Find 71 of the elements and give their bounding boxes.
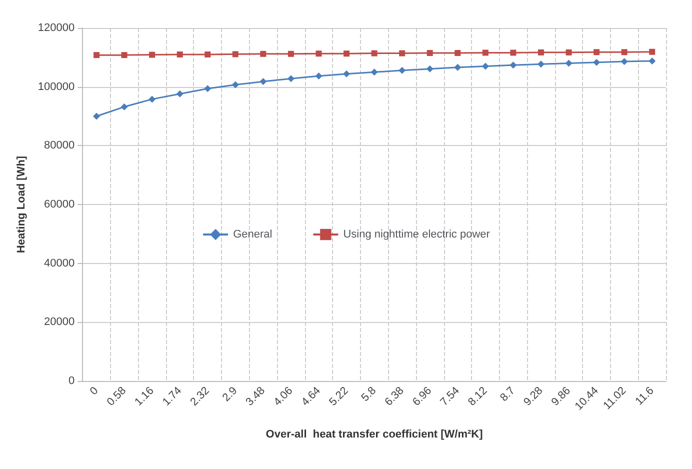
point (510, 62, 517, 69)
point (398, 66, 406, 74)
point (287, 75, 294, 82)
x-tick-label: 0.58 (104, 384, 129, 408)
point (121, 52, 128, 58)
x-tick-label: 9.28 (522, 384, 546, 408)
y-tick-label: 20000 (44, 316, 75, 328)
point (260, 50, 266, 57)
x-tick-label: 11.6 (633, 384, 656, 408)
point (149, 52, 156, 58)
point (371, 50, 378, 56)
x-tick-label: 5.8 (359, 384, 379, 404)
point (260, 78, 267, 86)
x-tick-label: 6.96 (410, 384, 434, 408)
x-tick-label: 4.06 (272, 384, 296, 408)
point (565, 60, 572, 67)
x-tick-label: 9.86 (549, 384, 574, 408)
point (316, 50, 322, 57)
y-tick-label: 80000 (44, 140, 75, 152)
point (315, 72, 322, 80)
x-tick-label: 4.64 (299, 384, 323, 408)
y-axis-title: Heating Load [Wh] (16, 156, 28, 254)
point (482, 62, 489, 70)
point (593, 58, 600, 66)
point (648, 57, 656, 64)
point (93, 52, 100, 58)
point (344, 50, 350, 57)
y-tick-label: 100000 (38, 80, 75, 93)
point (288, 50, 294, 57)
x-tick-label: 1.16 (132, 384, 156, 408)
point (232, 51, 238, 58)
point (426, 65, 434, 72)
x-tick-label: 7.54 (438, 384, 462, 408)
point (343, 70, 350, 78)
point (176, 90, 184, 98)
x-tick-label: 0 (88, 384, 101, 398)
point (232, 81, 239, 88)
point (204, 51, 211, 58)
x-tick-label: 1.74 (160, 384, 184, 408)
point (454, 50, 461, 56)
point (510, 50, 516, 56)
point (92, 112, 100, 120)
point (120, 103, 128, 110)
point (566, 49, 572, 56)
point (454, 64, 462, 71)
point (370, 68, 378, 76)
point (537, 60, 544, 68)
point (649, 48, 656, 55)
x-tick-label: 2.9 (220, 384, 240, 404)
y-tick-label: 120000 (38, 22, 75, 34)
point (204, 85, 212, 92)
point (538, 49, 544, 56)
legend-label: Using nighttime electric power (343, 228, 490, 240)
x-tick-label: 8.7 (498, 384, 518, 404)
y-tick-label: 60000 (44, 198, 75, 210)
point (399, 50, 406, 56)
y-tick-label: 0 (68, 375, 75, 387)
point (482, 50, 488, 56)
point (594, 49, 600, 56)
point (620, 58, 628, 66)
x-tick-label: 5.22 (327, 384, 351, 408)
point (426, 50, 433, 56)
x-axis-title: Over-all heat transfer coefficient [W/m²K] (266, 428, 484, 440)
point (148, 96, 156, 103)
x-tick-label: 8.12 (466, 384, 490, 408)
x-tick-label: 3.48 (244, 384, 268, 408)
y-tick-label: 40000 (44, 257, 75, 270)
point (621, 49, 628, 56)
point (176, 51, 183, 58)
x-tick-label: 6.38 (382, 384, 406, 408)
legend-label: General (233, 228, 272, 240)
